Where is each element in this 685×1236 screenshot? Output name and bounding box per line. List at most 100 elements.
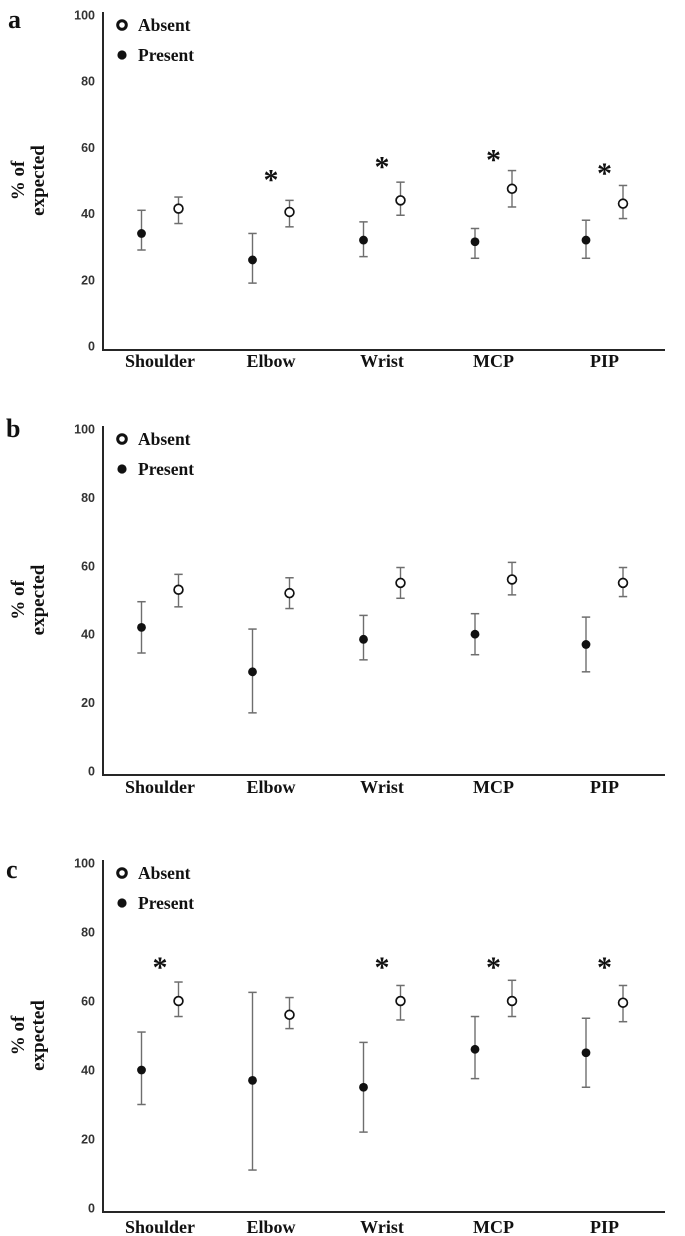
legend-label-present: Present: [138, 893, 194, 913]
marker-filled-circle: [359, 1082, 368, 1092]
marker-filled-circle: [359, 634, 368, 644]
marker-filled-circle: [470, 629, 480, 639]
marker-filled-circle: [248, 255, 257, 265]
y-tick-label: 40: [81, 1064, 95, 1078]
data-point-present-pip: [581, 616, 591, 673]
significance-asterisk-pip: *: [597, 157, 612, 190]
x-category-label-wrist: Wrist: [360, 1217, 404, 1236]
x-category-label-shoulder: Shoulder: [125, 777, 195, 797]
legend-label-absent: Absent: [138, 429, 191, 449]
x-category-label-elbow: Elbow: [246, 777, 295, 797]
panel-c: c 0 20 40 60 80 100 % of expected Absent Present Sh…: [0, 832, 685, 1236]
marker-filled-circle: [248, 667, 257, 677]
legend-label-present: Present: [138, 459, 194, 479]
significance-asterisk-elbow: *: [264, 164, 279, 197]
data-point-present-wrist: [359, 614, 368, 661]
data-point-present-mcp: [470, 612, 480, 656]
y-tick-label: 0: [88, 340, 95, 354]
panel-letter: b: [6, 414, 20, 443]
data-point-present-mcp: [470, 227, 480, 260]
marker-filled-circle: [470, 237, 480, 247]
y-tick-label: 100: [74, 9, 95, 23]
marker-filled-circle: [581, 1048, 591, 1058]
panel-c-chart: c 0 20 40 60 80 100 % of expected Absent Present Sh…: [6, 855, 665, 1236]
y-axis-label-line: expected: [28, 564, 49, 635]
significance-asterisk-pip: *: [597, 951, 612, 984]
data-point-absent-mcp: [506, 561, 518, 596]
data-point-present-shoulder: [137, 600, 146, 654]
marker-filled-circle: [581, 640, 591, 649]
legend-filled-circle-icon: [117, 50, 127, 60]
y-tick-label: 80: [81, 926, 95, 940]
x-category-label-mcp: MCP: [473, 351, 514, 371]
marker-open-circle: [506, 183, 518, 195]
legend-filled-circle-icon: [117, 464, 127, 474]
panel-b-chart: b 0 20 40 60 80 100 % of expected Absent Present Sh…: [6, 414, 665, 797]
x-category-label-elbow: Elbow: [246, 1217, 295, 1236]
legend-filled-circle-icon: [117, 898, 127, 908]
x-category-label-wrist: Wrist: [360, 777, 404, 797]
significance-asterisk-shoulder: *: [153, 951, 168, 984]
data-point-present-shoulder: [137, 209, 146, 251]
x-category-label-pip: PIP: [590, 777, 619, 797]
x-category-label-shoulder: Shoulder: [125, 351, 195, 371]
legend-label-present: Present: [138, 45, 194, 65]
marker-filled-circle: [137, 229, 146, 238]
panel-letter: c: [6, 855, 18, 884]
data-point-present-wrist: [359, 221, 368, 258]
y-tick-label: 80: [81, 75, 95, 89]
y-tick-label: 40: [81, 207, 95, 221]
data-point-present-elbow: [248, 232, 257, 284]
y-tick-label: 60: [81, 995, 95, 1009]
marker-filled-circle: [137, 622, 146, 632]
significance-asterisk-wrist: *: [375, 951, 390, 984]
marker-open-circle: [395, 195, 406, 206]
marker-filled-circle: [470, 1044, 480, 1054]
legend-open-circle-icon: [116, 433, 128, 445]
significance-asterisk-wrist: *: [375, 150, 390, 183]
panel-letter: a: [8, 5, 21, 34]
y-axis-label-line: % of: [8, 580, 29, 620]
marker-filled-circle: [359, 235, 368, 245]
data-point-absent-shoulder: [173, 196, 184, 225]
y-axis-label-line: % of: [8, 1015, 29, 1055]
marker-open-circle: [617, 997, 629, 1008]
data-point-absent-wrist: [395, 566, 406, 600]
data-point-present-elbow: [248, 628, 257, 714]
y-tick-label: 60: [81, 141, 95, 155]
marker-open-circle: [284, 206, 295, 218]
x-category-label-elbow: Elbow: [246, 351, 295, 371]
data-point-absent-pip: [617, 984, 629, 1023]
marker-open-circle: [617, 198, 629, 209]
data-point-absent-elbow: [284, 577, 295, 610]
y-tick-label: 80: [81, 491, 95, 505]
marker-open-circle: [506, 574, 518, 585]
data-point-present-mcp: [470, 1015, 480, 1080]
data-point-absent-mcp: [506, 979, 518, 1018]
data-point-absent-wrist: [395, 181, 406, 217]
marker-open-circle: [617, 577, 629, 589]
marker-open-circle: [395, 995, 406, 1007]
marker-filled-circle: [137, 1065, 146, 1075]
x-category-label-pip: PIP: [590, 351, 619, 371]
y-tick-label: 20: [81, 696, 95, 710]
marker-open-circle: [173, 584, 184, 595]
y-tick-label: 20: [81, 273, 95, 287]
y-tick-label: 100: [74, 857, 95, 871]
marker-filled-circle: [581, 235, 591, 245]
marker-open-circle: [173, 995, 184, 1007]
y-tick-label: 100: [74, 423, 95, 437]
y-tick-label: 60: [81, 559, 95, 573]
data-point-absent-mcp: [506, 169, 518, 208]
x-category-label-wrist: Wrist: [360, 351, 404, 371]
data-point-absent-pip: [617, 566, 629, 598]
data-point-present-shoulder: [137, 1031, 146, 1106]
panel-a-chart: a 0 20 40 60 80 100 % of expected Absent Present Sh…: [8, 5, 665, 371]
panel-a: a 0 20 40 60 80 100 % of expected Absent Present Sh…: [0, 0, 685, 407]
data-point-absent-pip: [617, 184, 629, 220]
y-axis-label-line: expected: [28, 1000, 49, 1071]
legend-open-circle-icon: [116, 867, 128, 879]
x-category-label-mcp: MCP: [473, 777, 514, 797]
legend-label-absent: Absent: [138, 15, 191, 35]
